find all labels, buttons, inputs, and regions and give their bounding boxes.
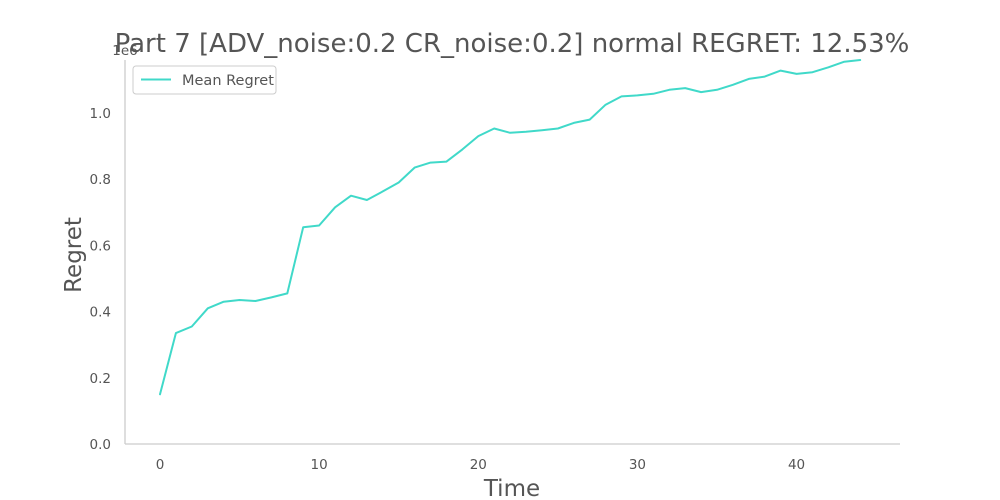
y-axis-label: Regret xyxy=(61,217,87,293)
y-tick-label: 1.0 xyxy=(90,106,111,122)
y-tick-label: 0.4 xyxy=(90,305,111,321)
x-tick-labels: 0 10 20 30 40 xyxy=(156,457,805,473)
mean-regret-line xyxy=(159,59,862,396)
x-tick-label: 10 xyxy=(311,457,328,473)
x-axis-label: Time xyxy=(483,476,540,500)
y-offset-label: 1e6 xyxy=(112,43,137,59)
legend: Mean Regret xyxy=(132,65,277,95)
x-tick-label: 30 xyxy=(629,457,646,473)
y-tick-label: 0.8 xyxy=(90,172,111,188)
legend-box xyxy=(132,65,277,95)
x-tick-label: 20 xyxy=(470,457,487,473)
y-tick-labels: 0.0 0.2 0.4 0.6 0.8 1.0 xyxy=(90,106,111,453)
legend-label-mean-regret: Mean Regret xyxy=(182,73,274,89)
y-tick-label: 0.0 xyxy=(90,437,111,453)
y-tick-label: 0.6 xyxy=(90,238,111,254)
chart-title: Part 7 [ADV_noise:0.2 CR_noise:0.2] norm… xyxy=(115,29,910,59)
y-tick-label: 0.2 xyxy=(90,371,111,387)
x-tick-label: 0 xyxy=(156,457,165,473)
x-tick-label: 40 xyxy=(788,457,805,473)
